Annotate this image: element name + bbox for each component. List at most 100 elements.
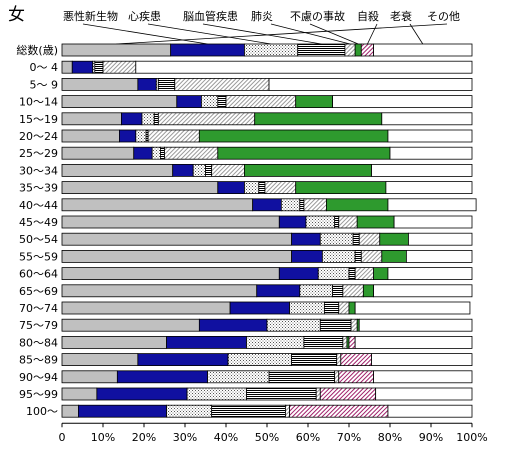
bar-segment-series-4 bbox=[358, 232, 381, 246]
bar-segment-series-0 bbox=[61, 95, 178, 108]
bar-segment-series-7 bbox=[373, 284, 473, 298]
bar-segment-series-7 bbox=[393, 215, 473, 229]
bar-segment-series-4 bbox=[264, 181, 297, 195]
bar-segment-series-2 bbox=[305, 215, 336, 229]
bar-segment-series-0 bbox=[61, 198, 254, 212]
bar-row bbox=[61, 215, 473, 229]
legend-leader-line bbox=[270, 23, 351, 45]
bar-segment-series-7 bbox=[373, 370, 473, 384]
legend-leader-line bbox=[367, 23, 378, 45]
bar-row bbox=[61, 129, 473, 143]
bar-segment-series-2 bbox=[141, 112, 155, 126]
bar-segment-series-2 bbox=[200, 95, 219, 108]
bar-segment-series-4 bbox=[338, 215, 358, 229]
bar-segment-series-6 bbox=[338, 370, 374, 384]
bar-segment-series-2 bbox=[266, 318, 321, 332]
bar-segment-series-5 bbox=[254, 112, 383, 126]
bar-segment-series-7 bbox=[385, 181, 473, 195]
bar-segment-series-3 bbox=[258, 181, 266, 195]
bar-segment-series-3 bbox=[94, 60, 104, 74]
x-tick-label: 0 bbox=[59, 431, 66, 444]
category-label: 75〜79 bbox=[19, 319, 58, 332]
category-label: 95〜99 bbox=[19, 388, 58, 401]
bar-row bbox=[61, 95, 473, 108]
bar-segment-series-2 bbox=[192, 163, 206, 177]
bar-segment-series-3 bbox=[291, 353, 338, 367]
category-label: 90〜94 bbox=[19, 371, 58, 384]
bar-segment-series-0 bbox=[61, 387, 98, 401]
category-label: 65〜69 bbox=[19, 285, 58, 298]
bar-segment-series-3 bbox=[297, 43, 346, 57]
bar-segment-series-4 bbox=[338, 301, 350, 315]
bar-segment-series-4 bbox=[342, 284, 364, 298]
bar-row bbox=[61, 78, 473, 91]
bar-segment-series-7 bbox=[332, 95, 473, 108]
legend-leader-line bbox=[116, 23, 448, 45]
category-label: 100〜 bbox=[26, 405, 58, 418]
bar-segment-series-0 bbox=[61, 181, 219, 195]
bar-segment-series-3 bbox=[354, 249, 362, 263]
bar-segment-series-1 bbox=[96, 387, 188, 401]
bar-segment-series-4 bbox=[174, 78, 270, 91]
bar-segment-series-4 bbox=[225, 95, 297, 108]
category-label: 30〜34 bbox=[19, 164, 58, 177]
bar-segment-series-5 bbox=[217, 146, 391, 160]
bar-row bbox=[61, 60, 473, 74]
bar-segment-series-2 bbox=[207, 370, 270, 384]
bar-segment-series-1 bbox=[121, 112, 143, 126]
bar-segment-series-5 bbox=[381, 249, 407, 263]
legend-label: 自殺 bbox=[357, 9, 379, 23]
bar-segment-series-7 bbox=[375, 387, 473, 401]
bar-segment-series-0 bbox=[61, 335, 167, 349]
x-tick-label: 20% bbox=[132, 431, 156, 444]
bar-segment-series-3 bbox=[319, 318, 352, 332]
bar-row bbox=[61, 301, 471, 315]
bar-segment-series-3 bbox=[246, 387, 317, 401]
bar-segment-series-1 bbox=[217, 181, 245, 195]
legend-label: その他 bbox=[427, 10, 460, 23]
x-tick-label: 50% bbox=[255, 431, 279, 444]
bar-segment-series-6 bbox=[319, 387, 377, 401]
bar-segment-series-7 bbox=[371, 163, 473, 177]
bar-segment-series-3 bbox=[211, 404, 286, 418]
bar-segment-series-4 bbox=[350, 318, 358, 332]
legend-leader-line bbox=[147, 23, 272, 45]
bar-row bbox=[61, 232, 473, 246]
bar-segment-series-5 bbox=[198, 129, 389, 143]
bar-segment-series-0 bbox=[61, 232, 293, 246]
bar-segment-series-1 bbox=[278, 267, 319, 281]
bar-segment-series-4 bbox=[164, 146, 219, 160]
bar-segment-series-2 bbox=[186, 387, 247, 401]
bar-segment-series-2 bbox=[135, 129, 147, 143]
bar-segment-series-1 bbox=[256, 284, 301, 298]
bar-segment-series-3 bbox=[268, 370, 336, 384]
bar-row bbox=[61, 284, 473, 298]
x-tick-label: 80% bbox=[378, 431, 402, 444]
x-axis: 0 10% 20% 30% 40% 50% 60% 70% 80% 90% 100% bbox=[59, 422, 488, 444]
bar-segment-series-1 bbox=[133, 146, 153, 160]
bar-segment-series-3 bbox=[153, 112, 159, 126]
bar-row bbox=[61, 163, 473, 177]
bar-row bbox=[61, 181, 473, 195]
bar-segment-series-4 bbox=[344, 43, 356, 57]
bar-segment-series-7 bbox=[408, 232, 473, 246]
bar-segment-series-4 bbox=[334, 370, 340, 384]
y-axis-labels: 総数(歳) 0〜 4 5〜 9 10〜14 15〜19 20〜24 25〜29 30〜34 35… bbox=[16, 43, 58, 418]
bar-segment-series-1 bbox=[119, 129, 137, 143]
bar-segment-series-1 bbox=[116, 370, 208, 384]
bar-segment-series-3 bbox=[334, 215, 340, 229]
bar-segment-series-3 bbox=[303, 335, 344, 349]
category-label: 10〜14 bbox=[19, 96, 58, 109]
x-tick-label: 60% bbox=[296, 431, 320, 444]
bar-segment-series-5 bbox=[295, 95, 334, 108]
bar-segment-series-5 bbox=[244, 163, 372, 177]
bar-segment-series-3 bbox=[217, 95, 227, 108]
bar-row bbox=[61, 318, 473, 332]
x-tick-label: 10% bbox=[91, 431, 115, 444]
bar-segment-series-5 bbox=[354, 43, 362, 57]
bar-segment-series-7 bbox=[381, 112, 473, 126]
bar-segment-series-1 bbox=[78, 404, 167, 418]
bar-segment-series-2 bbox=[227, 353, 293, 367]
category-label: 0〜 4 bbox=[30, 61, 59, 74]
bar-segment-series-3 bbox=[299, 198, 305, 212]
